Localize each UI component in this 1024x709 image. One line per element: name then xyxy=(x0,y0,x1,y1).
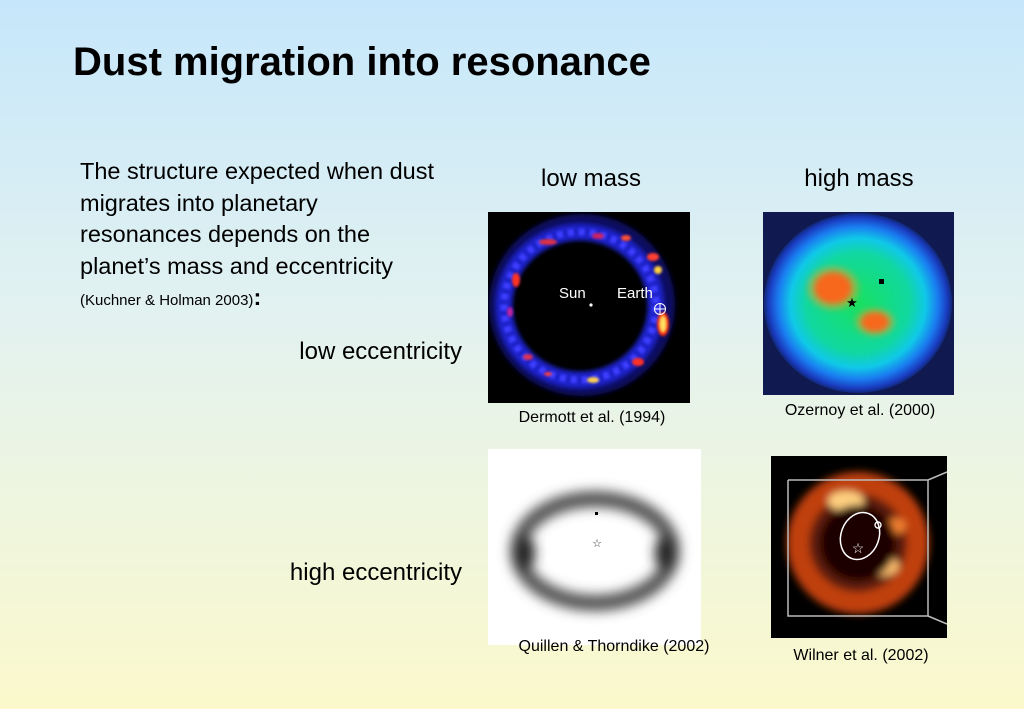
wilner-caption: Wilner et al. (2002) xyxy=(793,647,929,664)
earth-symbol-icon xyxy=(654,303,666,315)
intro-colon: : xyxy=(253,284,262,310)
earth-label: Earth xyxy=(617,285,653,302)
planet-marker xyxy=(879,279,884,284)
star-outline-icon-wilner: ☆ xyxy=(852,540,865,556)
ozernoy-caption: Ozernoy et al. (2000) xyxy=(784,402,936,419)
intro-citation: (Kuchner & Holman 2003) xyxy=(80,292,254,309)
sun-label: Sun xyxy=(559,285,586,302)
column-header-high-mass: high mass xyxy=(804,165,914,192)
intro-text: The structure expected when dust migrate… xyxy=(80,158,435,279)
column-header-low-mass: low mass xyxy=(540,165,642,192)
sun-marker xyxy=(589,303,593,307)
planet-marker-wilner xyxy=(874,521,882,529)
row-label-low-eccentricity: low eccentricity xyxy=(299,338,462,365)
intro-paragraph: The structure expected when dust migrate… xyxy=(80,156,440,317)
dermott-ring-image: Sun Earth xyxy=(488,212,690,403)
quillen-ring-image: ☆ xyxy=(488,449,701,645)
planet-marker-quillen xyxy=(595,512,598,515)
star-outline-icon: ☆ xyxy=(592,538,602,550)
row-label-high-eccentricity: high eccentricity xyxy=(289,559,462,586)
dermott-caption: Dermott et al. (1994) xyxy=(518,409,666,426)
ozernoy-disk-image: ★ xyxy=(763,212,954,395)
quillen-caption: Quillen & Thorndike (2002) xyxy=(518,638,710,655)
star-icon: ★ xyxy=(846,295,858,310)
wilner-disk-image: ☆ xyxy=(771,456,947,638)
slide-title: Dust migration into resonance xyxy=(73,40,651,84)
orbit-ellipse xyxy=(839,511,881,561)
